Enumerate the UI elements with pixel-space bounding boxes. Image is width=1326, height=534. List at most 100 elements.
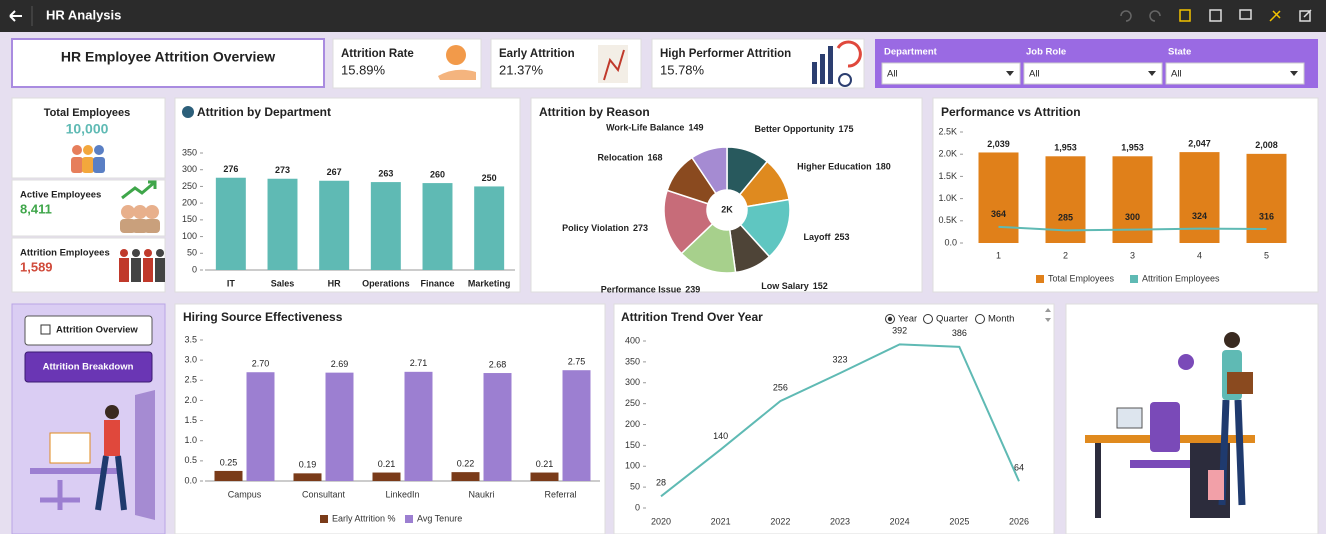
data-label: 0.22	[457, 459, 475, 469]
bar	[267, 178, 298, 270]
slice-label: Relocation 168	[597, 153, 662, 163]
overview-title: HR Employee Attrition Overview	[61, 49, 275, 65]
kpi-icon	[603, 49, 625, 81]
people-icon	[131, 258, 141, 282]
data-label: 276	[223, 164, 238, 174]
y-tick-label: 250	[182, 181, 197, 191]
radio[interactable]	[923, 314, 933, 324]
data-label: 263	[378, 168, 393, 178]
data-label: 2,039	[987, 139, 1010, 149]
back-button[interactable]	[9, 10, 22, 22]
comment-icon[interactable]	[1239, 9, 1252, 20]
x-tick-label: Naukri	[468, 489, 494, 499]
redo-icon[interactable]	[1149, 10, 1161, 22]
data-label: 324	[1192, 211, 1207, 221]
dropdown[interactable]	[1023, 62, 1163, 85]
slice-value: 168	[647, 153, 662, 163]
save-icon[interactable]	[1209, 9, 1222, 22]
illustration	[1095, 443, 1101, 518]
card	[613, 303, 1055, 534]
chart-title: Performance vs Attrition	[941, 105, 1081, 119]
x-tick-label: 5	[1264, 250, 1269, 260]
x-tick-label: 2023	[830, 516, 850, 526]
legend-swatch	[1130, 275, 1138, 283]
legend-label: Avg Tenure	[417, 513, 462, 523]
people-icon	[132, 219, 148, 233]
page-title: HR Analysis	[46, 7, 121, 22]
kpi-label: Early Attrition	[499, 48, 575, 60]
illustration	[30, 468, 120, 474]
slice-category: Policy Violation	[562, 223, 629, 233]
x-tick-label: Finance	[420, 278, 454, 288]
data-label: 28	[656, 478, 666, 488]
line	[998, 225, 1267, 232]
dropdown-value: All	[1029, 69, 1040, 80]
title-icon	[182, 106, 194, 118]
y-tick-label: 1.0K	[938, 193, 957, 203]
people-icon	[156, 249, 164, 257]
kpi-icon	[820, 54, 825, 84]
y-tick-label: 100	[182, 231, 197, 241]
data-label: 300	[1125, 212, 1140, 222]
illustration	[1116, 407, 1143, 429]
x-tick-label: Referral	[544, 489, 576, 499]
y-tick-label: 0.0	[184, 475, 197, 485]
x-tick-label: 2021	[711, 516, 731, 526]
dropdown[interactable]	[1165, 62, 1305, 85]
nav-button-label: Attrition Overview	[56, 325, 138, 336]
bar	[404, 371, 433, 481]
y-tick-label: 150	[182, 214, 197, 224]
summary-value: 1,589	[20, 259, 53, 274]
people-icon	[71, 157, 83, 173]
radio[interactable]	[975, 314, 985, 324]
data-label: 1,953	[1121, 143, 1144, 153]
y-tick-label: 1.5	[184, 415, 197, 425]
filter-label: Department	[884, 47, 938, 58]
slice-value: 175	[838, 124, 853, 134]
y-tick-label: 3.0	[184, 355, 197, 365]
data-label: 256	[773, 382, 788, 392]
y-tick-label: 1.0	[184, 435, 197, 445]
kpi-icon	[438, 69, 476, 80]
illustration	[40, 480, 80, 510]
center-label: 2K	[721, 204, 733, 214]
x-tick-label: 2	[1063, 250, 1068, 260]
data-label: 2.69	[331, 359, 349, 369]
nav-icon	[40, 324, 51, 335]
filter-label: Job Role	[1026, 47, 1066, 58]
legend-swatch	[320, 515, 328, 523]
y-tick-label: 150	[625, 440, 640, 450]
dropdown[interactable]	[881, 62, 1021, 85]
nav-button[interactable]	[24, 351, 153, 383]
data-label: 0.19	[299, 460, 317, 470]
illustration	[105, 405, 119, 419]
data-label: 285	[1058, 213, 1073, 223]
summary-value: 8,411	[20, 201, 52, 216]
illustration	[49, 432, 91, 464]
kpi-label: High Performer Attrition	[660, 48, 791, 60]
tools-icon[interactable]	[1269, 10, 1281, 22]
y-tick-label: 50	[187, 248, 197, 258]
radio-label: Year	[898, 314, 917, 325]
y-tick-label: 100	[625, 461, 640, 471]
legend-swatch	[405, 515, 413, 523]
data-label: 140	[713, 431, 728, 441]
nav-button[interactable]	[24, 315, 153, 346]
x-tick-label: Campus	[228, 489, 262, 499]
bar	[215, 177, 246, 270]
data-label: 267	[327, 167, 342, 177]
kpi-icon	[828, 46, 833, 84]
people-icon	[143, 258, 153, 282]
x-tick-label: 1	[996, 250, 1001, 260]
slice-value: 273	[633, 223, 648, 233]
kpi-value: 21.37%	[499, 62, 544, 77]
people-icon	[155, 258, 165, 282]
edit-icon[interactable]	[1179, 9, 1191, 22]
undo-icon[interactable]	[1120, 10, 1132, 22]
data-label: 364	[991, 209, 1006, 219]
slice-label: Better Opportunity 175	[754, 124, 853, 134]
share-icon[interactable]	[1299, 9, 1312, 22]
y-tick-label: 200	[182, 198, 197, 208]
data-label: 2.68	[489, 359, 507, 369]
y-tick-label: 2.0	[184, 395, 197, 405]
